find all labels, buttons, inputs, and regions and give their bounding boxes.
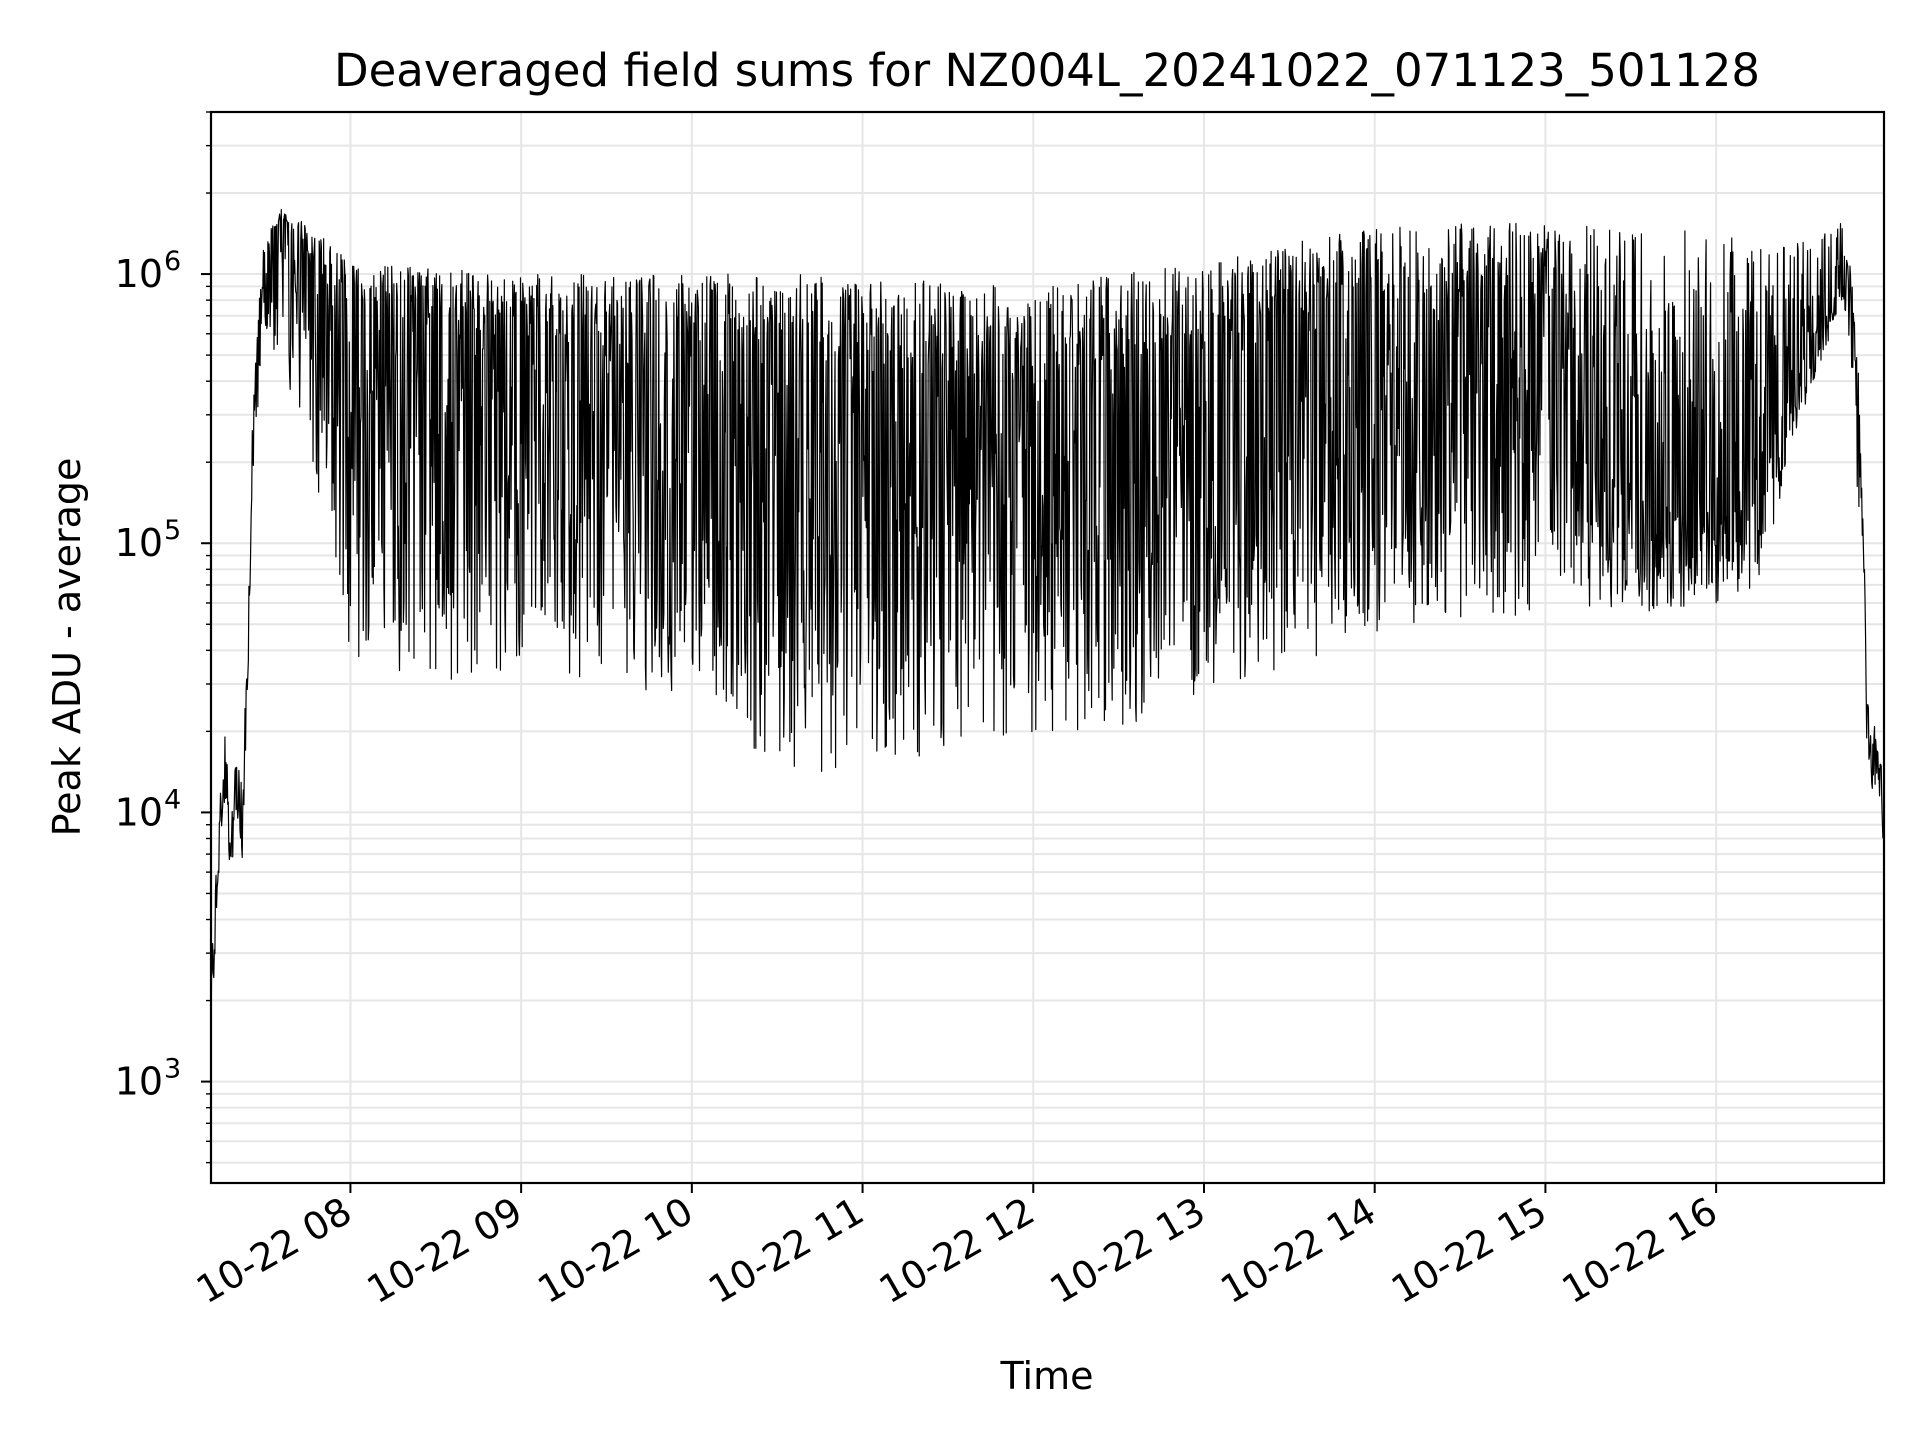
- y-tick-exp: 5: [164, 515, 181, 546]
- y-tick-exp: 4: [164, 784, 181, 815]
- data-layer: [210, 209, 1885, 1033]
- y-tick-exp: 6: [164, 246, 181, 277]
- y-tick-label: 10: [115, 790, 163, 834]
- series-line: [210, 209, 1885, 1033]
- y-tick-exp: 3: [164, 1054, 181, 1085]
- plot-frame: [209, 110, 1886, 1185]
- y-tick-label: 10: [115, 1060, 163, 1104]
- y-tick-base: 10: [115, 790, 163, 834]
- x-axis-label: Time: [1000, 1354, 1094, 1398]
- y-tick-base: 10: [115, 252, 163, 296]
- y-tick-label: 10: [115, 521, 163, 565]
- y-axis-label: Peak ADU - average: [45, 458, 89, 837]
- y-tick-base: 10: [115, 521, 163, 565]
- chart-title: Deaveraged field sums for NZ004L_2024102…: [334, 44, 1760, 97]
- y-tick-label: 10: [115, 252, 163, 296]
- y-tick-base: 10: [115, 1060, 163, 1104]
